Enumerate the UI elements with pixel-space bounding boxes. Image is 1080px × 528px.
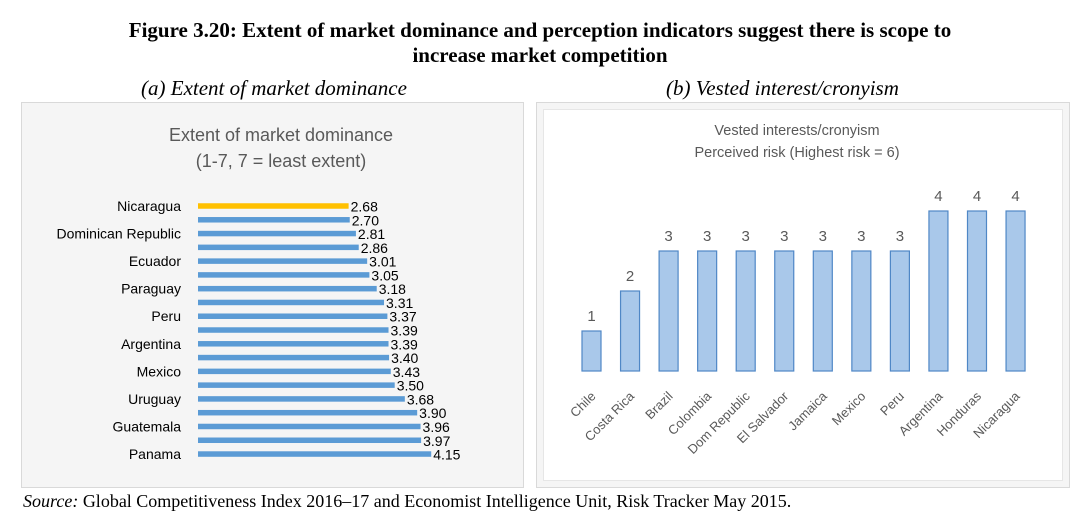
data-label-a: 2.81 (358, 226, 385, 242)
bar-a (198, 313, 388, 319)
data-label-b: 4 (934, 188, 942, 205)
bar-b (658, 250, 679, 372)
data-label-a: 3.31 (386, 295, 413, 311)
bar-a (198, 396, 405, 402)
data-label-b: 3 (780, 228, 788, 245)
bar-a (198, 285, 377, 292)
category-label-a: Nicaragua (117, 198, 181, 214)
bar-a (198, 244, 359, 251)
bar-a (198, 451, 432, 457)
source-label: Source: (23, 491, 79, 511)
source-note: Source: Global Competitiveness Index 201… (23, 490, 791, 512)
data-label-b: 3 (819, 228, 827, 245)
data-label-a: 3.37 (389, 309, 416, 325)
category-label-a: Peru (151, 308, 181, 324)
category-label-a: Ecuador (129, 253, 181, 269)
bar-b (851, 250, 872, 372)
data-label-a: 3.43 (393, 364, 420, 380)
chart-b-subtitle: Perceived risk (Highest risk = 6) (694, 145, 899, 161)
data-label-b: 1 (587, 308, 595, 325)
bar-b (966, 210, 988, 372)
bar-a (198, 272, 370, 278)
data-label-a: 3.05 (371, 267, 398, 283)
chart-a-subtitle: (1-7, 7 = least extent) (196, 151, 367, 171)
bar-a (198, 341, 389, 347)
data-label-a: 2.68 (351, 199, 378, 215)
category-label-a: Uruguay (128, 391, 181, 407)
data-label-a: 3.90 (419, 405, 446, 421)
data-label-a: 3.01 (369, 254, 396, 270)
data-label-a: 2.70 (352, 212, 379, 228)
bar-a (198, 409, 418, 416)
data-label-a: 3.97 (423, 433, 450, 449)
bar-b (928, 210, 949, 372)
bar-b (774, 250, 795, 372)
data-label-a: 2.86 (361, 240, 388, 256)
bar-a (198, 203, 349, 209)
data-label-b: 4 (973, 188, 981, 205)
figure-title-line-1: Figure 3.20: Extent of market dominance … (128, 18, 952, 42)
bar-b (889, 250, 910, 372)
bar-a (198, 382, 395, 388)
bar-a (198, 258, 368, 264)
data-label-a: 3.68 (407, 391, 434, 407)
category-label-a: Guatemala (113, 418, 182, 434)
panel-vested-interest: Vested interests/cronyism Perceived risk … (536, 102, 1070, 488)
bar-b (619, 290, 641, 372)
category-label-b: Peru (877, 389, 907, 419)
category-label-a: Mexico (137, 363, 182, 379)
data-label-a: 3.39 (391, 323, 418, 339)
data-label-a: 3.40 (391, 350, 418, 366)
subtitle-panel-b: (b) Vested interest/cronyism (666, 76, 899, 100)
chart-b-title: Vested interests/cronyism (714, 123, 879, 139)
data-label-b: 4 (1011, 188, 1019, 205)
bar-b (812, 250, 833, 372)
bar-a (198, 423, 421, 430)
source-text: Global Competitiveness Index 2016–17 and… (82, 491, 792, 511)
category-label-b: Brazil (642, 388, 676, 422)
chart-vested-interest: Vested interests/cronyism Perceived risk … (567, 123, 1026, 457)
bar-a (198, 354, 390, 361)
data-label-a: 3.50 (397, 378, 424, 394)
bar-a (198, 368, 391, 375)
chart-a-title: Extent of market dominance (169, 125, 393, 145)
category-label-b: Chile (567, 389, 599, 421)
data-label-b: 3 (857, 228, 865, 245)
data-label-b: 2 (626, 268, 634, 285)
category-label-a: Argentina (121, 336, 181, 352)
chart-market-dominance: Extent of market dominance (1-7, 7 = leas… (56, 125, 460, 463)
bar-b (581, 330, 602, 372)
category-label-b: Mexico (829, 389, 869, 429)
bar-a (198, 230, 356, 237)
data-label-a: 3.39 (391, 336, 418, 352)
category-label-a: Paraguay (121, 281, 181, 297)
data-label-b: 3 (664, 228, 672, 245)
figure-title: Figure 3.20: Extent of market dominance … (0, 18, 1080, 68)
bar-a (198, 437, 422, 444)
data-label-a: 3.96 (423, 419, 450, 435)
subtitle-panel-a: (a) Extent of market dominance (141, 76, 407, 100)
data-label-b: 3 (703, 228, 711, 245)
bar-b (697, 250, 718, 372)
data-label-b: 3 (742, 228, 750, 245)
bar-b (735, 250, 756, 372)
bar-a (198, 299, 385, 306)
panel-market-dominance: Extent of market dominance (1-7, 7 = leas… (21, 102, 524, 488)
category-label-a: Dominican Republic (56, 226, 181, 242)
category-label-a: Panama (129, 446, 181, 462)
data-label-a: 3.18 (379, 281, 406, 297)
data-label-a: 4.15 (433, 447, 460, 463)
category-label-b: Jamaica (785, 388, 830, 433)
data-label-b: 3 (896, 228, 904, 245)
bar-a (198, 327, 389, 333)
bar-a (198, 217, 350, 223)
figure-title-line-2: increase market competition (412, 43, 668, 67)
bar-b (1005, 210, 1026, 372)
